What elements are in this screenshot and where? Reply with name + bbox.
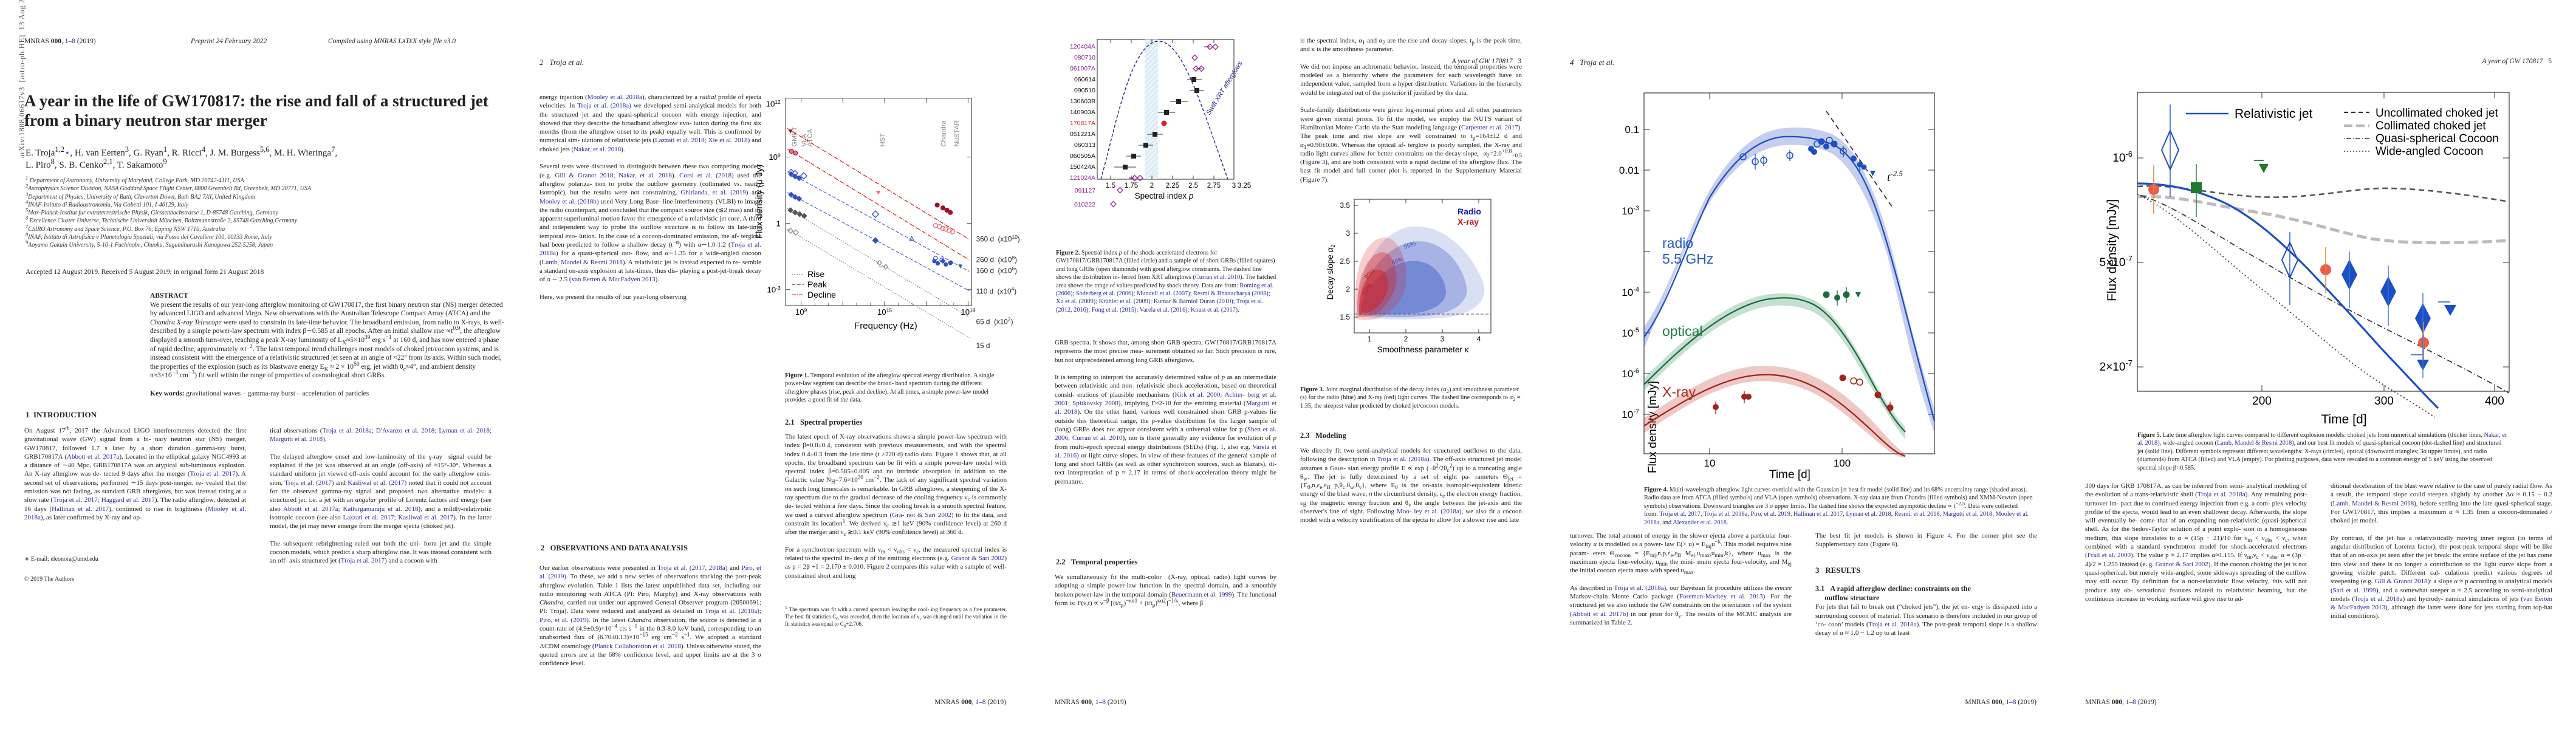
svg-text:2: 2 <box>1150 182 1154 190</box>
svg-text:051221A: 051221A <box>1070 131 1095 138</box>
svg-text:optical: optical <box>1662 323 1702 339</box>
svg-text:060505A: 060505A <box>1070 152 1095 160</box>
svg-text:Quasi-spherical Cocoon: Quasi-spherical Cocoon <box>2376 132 2499 145</box>
svg-text:170817A: 170817A <box>1070 120 1095 127</box>
svg-text:Time [d]: Time [d] <box>1769 468 1810 481</box>
svg-text:15 d: 15 d <box>976 342 990 350</box>
svg-text:010222: 010222 <box>1074 201 1095 208</box>
svg-text:140903A: 140903A <box>1070 109 1095 116</box>
svg-text:150424A: 150424A <box>1070 163 1095 171</box>
svg-text:160 d (x106): 160 d (x106) <box>976 265 1018 275</box>
svg-text:109: 109 <box>795 307 807 317</box>
svg-text:radio: radio <box>1662 235 1693 251</box>
svg-text:Decay slope α2: Decay slope α2 <box>1326 245 1336 300</box>
svg-text:Radio: Radio <box>1458 207 1481 216</box>
svg-text:1: 1 <box>1368 335 1372 343</box>
svg-text:4: 4 <box>1477 335 1481 343</box>
svg-text:130603B: 130603B <box>1070 98 1095 105</box>
svg-text:10-6: 10-6 <box>2112 149 2132 165</box>
svg-text:080710: 080710 <box>1074 54 1095 61</box>
svg-text:120404A: 120404A <box>1070 43 1095 50</box>
svg-text:0.01: 0.01 <box>1619 165 1639 176</box>
svg-text:3.5: 3.5 <box>1340 201 1350 210</box>
svg-text:Flux density [mJy]: Flux density [mJy] <box>2105 199 2119 301</box>
svg-text:X-ray: X-ray <box>1662 384 1696 400</box>
svg-text:2.5: 2.5 <box>1188 182 1198 190</box>
svg-text:2: 2 <box>1346 285 1350 293</box>
svg-text:3: 3 <box>1232 182 1236 190</box>
svg-text:1015: 1015 <box>877 307 892 317</box>
svg-text:Time [d]: Time [d] <box>2321 412 2366 426</box>
svg-text:5.5 GHz: 5.5 GHz <box>1662 251 1713 267</box>
svg-text:1: 1 <box>776 219 780 228</box>
svg-text:Frequency (Hz): Frequency (Hz) <box>854 321 917 331</box>
svg-text:Swift XRT afterglows: Swift XRT afterglows <box>1205 60 1244 116</box>
svg-text:060614: 060614 <box>1074 76 1095 83</box>
svg-text:10-3: 10-3 <box>767 285 781 295</box>
svg-text:10-3: 10-3 <box>1622 205 1639 217</box>
svg-text:10-6: 10-6 <box>1622 368 1639 380</box>
svg-text:Flux density (μ Jy): Flux density (μ Jy) <box>755 165 765 239</box>
svg-text:10: 10 <box>1704 457 1716 469</box>
svg-text:HST: HST <box>879 133 886 147</box>
svg-text:100: 100 <box>1834 457 1851 469</box>
svg-text:3: 3 <box>1346 229 1350 238</box>
svg-text:Peak: Peak <box>807 279 827 289</box>
svg-text:10-5: 10-5 <box>1622 327 1639 339</box>
svg-text:3.25: 3.25 <box>1238 182 1251 190</box>
svg-text:3: 3 <box>1440 335 1445 343</box>
svg-text:Decline: Decline <box>807 290 836 299</box>
svg-text:091127: 091127 <box>1075 187 1095 194</box>
svg-text:090510: 090510 <box>1074 87 1095 94</box>
svg-text:2.25: 2.25 <box>1166 182 1179 190</box>
svg-text:65 d (x102): 65 d (x102) <box>976 317 1013 326</box>
svg-text:t-2.5: t-2.5 <box>1887 169 1903 184</box>
svg-text:2×10-7: 2×10-7 <box>2100 358 2132 374</box>
svg-text:Spectral index p: Spectral index p <box>1135 191 1194 200</box>
svg-text:1.5: 1.5 <box>1340 313 1350 321</box>
svg-text:10-4: 10-4 <box>1622 286 1639 298</box>
svg-text:0.1: 0.1 <box>1625 124 1639 135</box>
svg-text:400: 400 <box>2485 395 2504 408</box>
svg-text:Uncollimated choked jet: Uncollimated choked jet <box>2376 107 2498 120</box>
svg-text:2.75: 2.75 <box>1207 182 1221 190</box>
svg-text:121024A: 121024A <box>1070 174 1095 182</box>
svg-text:2: 2 <box>1404 335 1408 343</box>
svg-text:NuSTAR: NuSTAR <box>953 120 961 147</box>
svg-text:5×10-7: 5×10-7 <box>2100 254 2132 269</box>
svg-text:Wide-angled Cocoon: Wide-angled Cocoon <box>2376 145 2483 158</box>
svg-text:360 d (x1010): 360 d (x1010) <box>976 234 1020 244</box>
svg-text:Relativistic jet: Relativistic jet <box>2235 107 2313 121</box>
svg-text:300: 300 <box>2374 395 2394 408</box>
svg-text:2.5: 2.5 <box>1340 257 1350 265</box>
svg-text:061007A: 061007A <box>1070 65 1095 72</box>
svg-text:060313: 060313 <box>1074 142 1095 149</box>
svg-text:109: 109 <box>769 152 781 162</box>
svg-text:1012: 1012 <box>766 99 781 109</box>
svg-text:1.75: 1.75 <box>1125 182 1138 190</box>
svg-text:10-7: 10-7 <box>1622 408 1639 420</box>
svg-text:Chandra: Chandra <box>940 120 948 146</box>
svg-text:200: 200 <box>2252 395 2272 408</box>
svg-text:1018: 1018 <box>961 307 975 317</box>
svg-text:Collimated choked jet: Collimated choked jet <box>2376 120 2486 132</box>
svg-text:110 d (x104): 110 d (x104) <box>976 286 1017 296</box>
svg-text:Rise: Rise <box>807 269 824 279</box>
svg-text:Smoothness parameter κ: Smoothness parameter κ <box>1377 345 1470 354</box>
svg-text:X-ray: X-ray <box>1458 217 1479 227</box>
svg-text:260 d (x108): 260 d (x108) <box>976 255 1018 264</box>
svg-text:1.5: 1.5 <box>1106 182 1115 190</box>
